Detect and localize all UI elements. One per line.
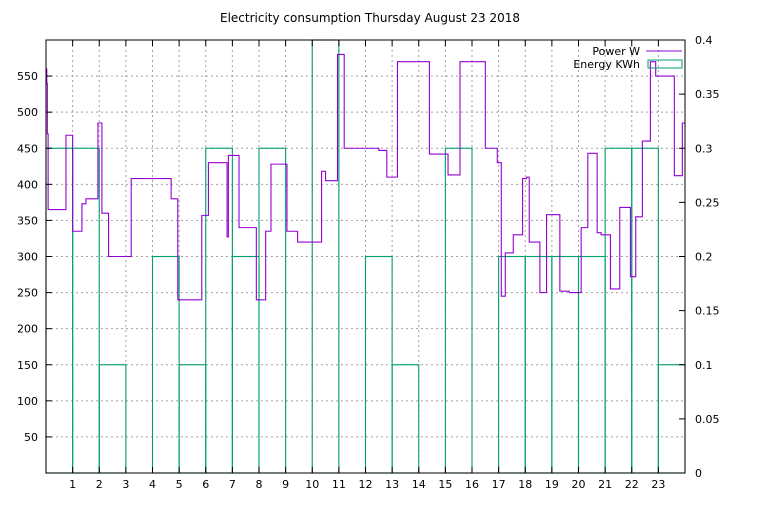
y-tick-label: 550 xyxy=(17,70,38,83)
legend: Power W Energy KWh xyxy=(573,45,683,71)
y-tick-label: 100 xyxy=(17,395,38,408)
x-tick-label: 3 xyxy=(122,478,129,491)
x-tick-label: 22 xyxy=(625,478,639,491)
power-line xyxy=(46,53,685,301)
y2-tick-label: 0.2 xyxy=(695,251,713,264)
y2-tick-label: 0.15 xyxy=(695,305,720,318)
x-tick-label: 2 xyxy=(96,478,103,491)
legend-label-power: Power W xyxy=(592,45,640,58)
chart-title: Electricity consumption Thursday August … xyxy=(220,11,520,25)
y-tick-label: 350 xyxy=(17,214,38,227)
x-tick-label: 6 xyxy=(202,478,209,491)
y2-tick-label: 0 xyxy=(695,467,702,480)
legend-label-energy: Energy KWh xyxy=(573,58,640,71)
x-tick-label: 12 xyxy=(359,478,373,491)
x-tick-label: 14 xyxy=(412,478,426,491)
y2-tick-label: 0.3 xyxy=(695,142,713,155)
y-tick-label: 500 xyxy=(17,106,38,119)
x-tick-label: 10 xyxy=(305,478,319,491)
y2-tick-label: 0.1 xyxy=(695,359,713,372)
energy-bar xyxy=(604,147,633,474)
energy-bar xyxy=(72,147,100,474)
y-tick-label: 200 xyxy=(17,323,38,336)
energy-bar xyxy=(178,364,207,474)
y-tick-label: 50 xyxy=(24,431,38,444)
y-tick-label: 400 xyxy=(17,178,38,191)
y2-tick-label: 0.25 xyxy=(695,196,720,209)
x-tick-label: 19 xyxy=(545,478,559,491)
y-tick-label: 450 xyxy=(17,142,38,155)
x-tick-label: 23 xyxy=(651,478,665,491)
x-tick-label: 15 xyxy=(438,478,452,491)
x-tick-label: 21 xyxy=(598,478,612,491)
energy-bar xyxy=(631,147,659,474)
x-tick-label: 9 xyxy=(282,478,289,491)
x-tick-label: 20 xyxy=(572,478,586,491)
y-tick-label: 150 xyxy=(17,359,38,372)
energy-bar xyxy=(551,255,580,474)
y2-tick-label: 0.4 xyxy=(695,34,713,47)
x-tick-label: 4 xyxy=(149,478,156,491)
y-tick-label: 300 xyxy=(17,251,38,264)
x-tick-label: 17 xyxy=(492,478,506,491)
y2-tick-label: 0.35 xyxy=(695,88,720,101)
energy-bar xyxy=(444,147,473,474)
energy-bar xyxy=(45,147,74,474)
x-tick-label: 7 xyxy=(229,478,236,491)
x-tick-label: 8 xyxy=(256,478,263,491)
energy-bar xyxy=(364,255,393,474)
x-tick-label: 5 xyxy=(176,478,183,491)
y2-tick-label: 0.05 xyxy=(695,413,720,426)
energy-bar xyxy=(258,147,287,474)
energy-bar xyxy=(98,364,127,474)
legend-swatch-energy xyxy=(647,59,683,69)
x-tick-label: 13 xyxy=(385,478,399,491)
y-tick-label: 250 xyxy=(17,287,38,300)
axes: 1 2 3 4 5 6 7 8 9 10 11 12 13 14 15 16 17 18 19 20 21 22 23501… xyxy=(17,34,720,491)
energy-bar xyxy=(391,364,420,474)
x-tick-label: 18 xyxy=(518,478,532,491)
x-tick-label: 11 xyxy=(332,478,346,491)
power-series xyxy=(46,53,685,301)
x-tick-label: 1 xyxy=(69,478,76,491)
x-tick-label: 16 xyxy=(465,478,479,491)
